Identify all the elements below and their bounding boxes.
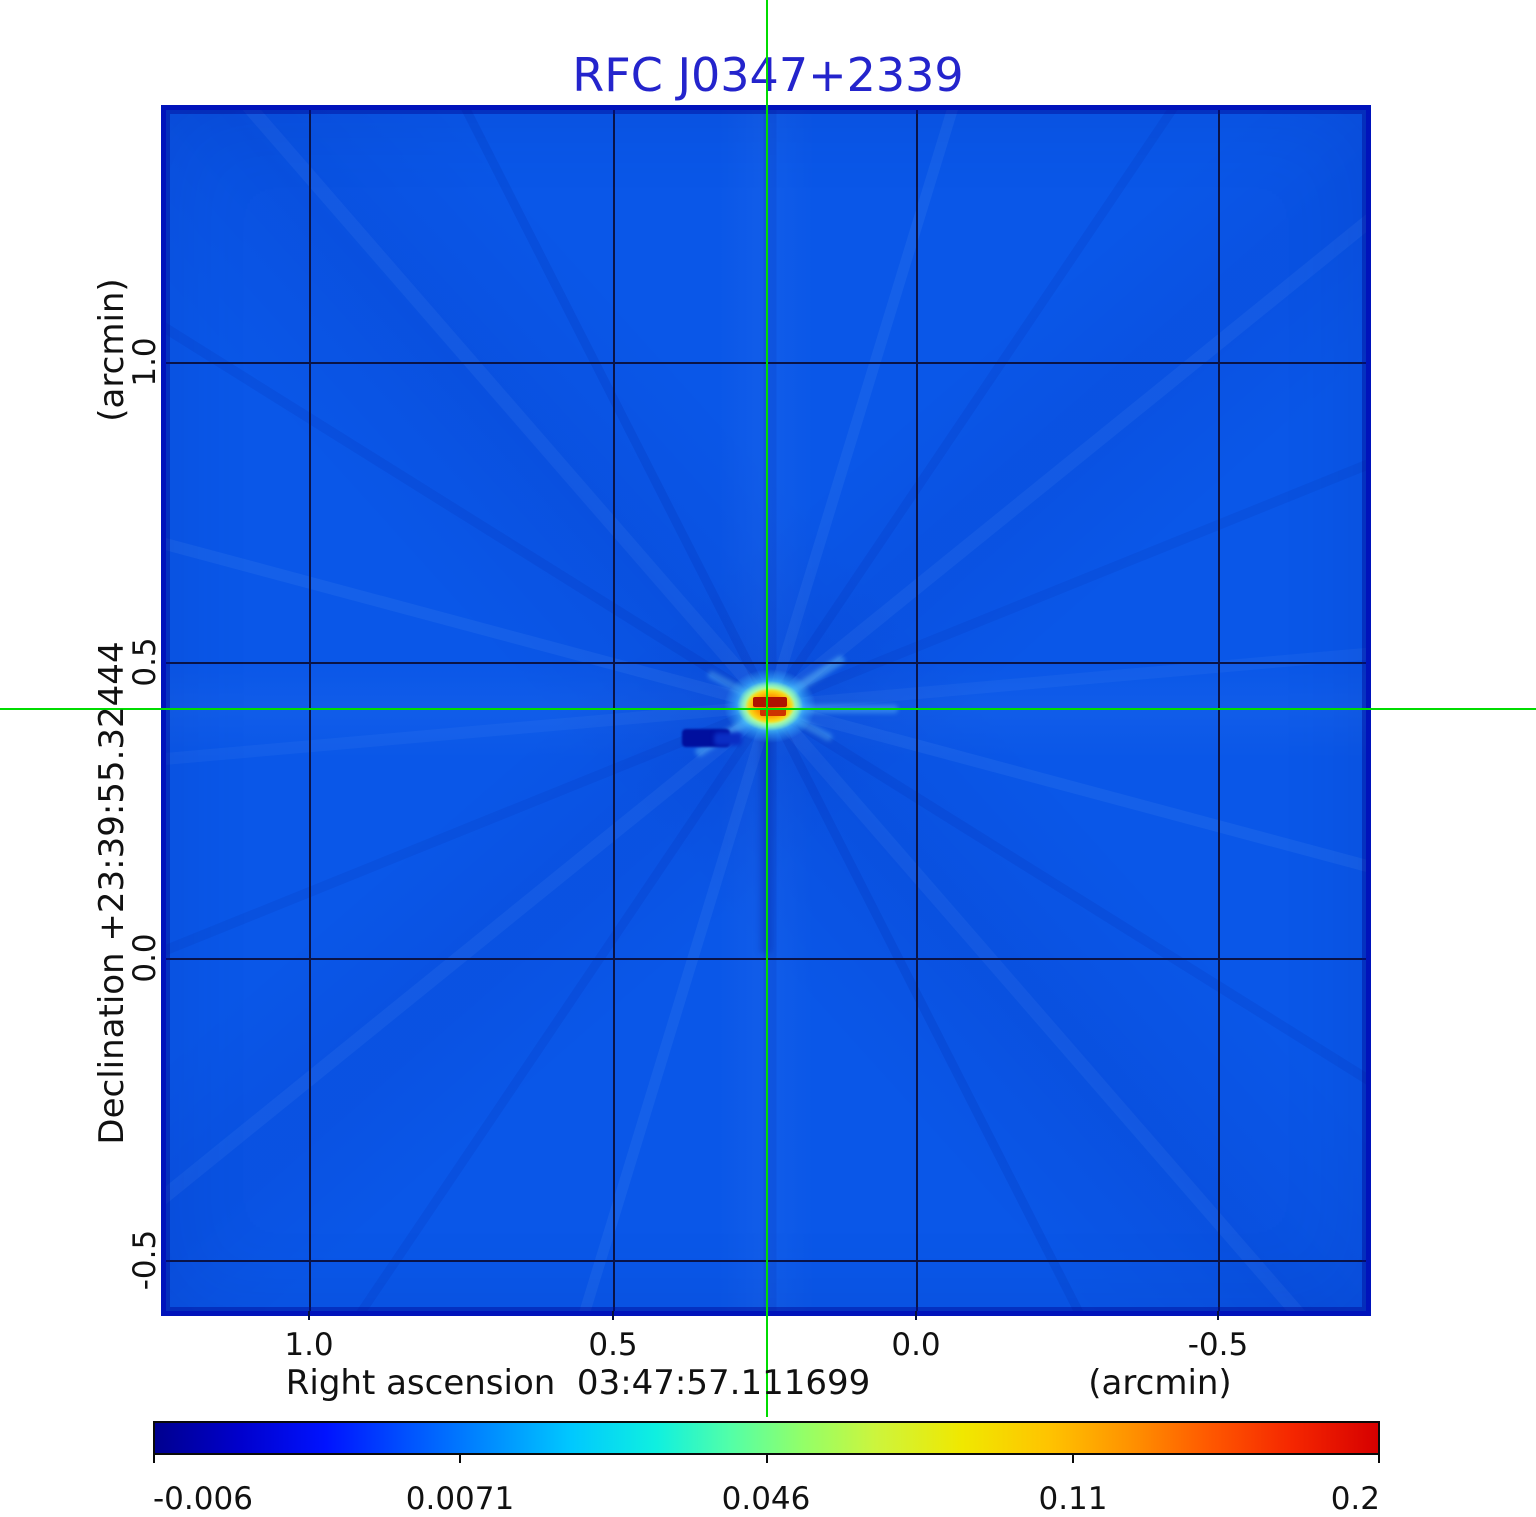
colorbar	[153, 1421, 1380, 1455]
y-tick-label: 0.0	[127, 933, 163, 983]
x-tick-label: 0.0	[891, 1327, 941, 1363]
y-axis-title: Declination +23:39:55.32444	[92, 641, 132, 1145]
x-axis-unit-label: (arcmin)	[1088, 1363, 1232, 1403]
grid-line-vertical	[613, 110, 615, 1311]
colorbar-tick-label: 0.2	[1330, 1481, 1380, 1517]
x-tick-label: 1.0	[284, 1327, 334, 1363]
grid-line-vertical	[309, 110, 311, 1311]
x-axis-title: Right ascension 03:47:57.111699	[285, 1363, 871, 1403]
colorbar-tick-mark	[1072, 1455, 1074, 1463]
x-tick-mark	[308, 1311, 310, 1320]
x-tick-mark	[915, 1311, 917, 1320]
x-tick-label: 0.5	[588, 1327, 638, 1363]
source-peak-pixels	[753, 697, 787, 707]
x-tick-label: -0.5	[1187, 1327, 1249, 1363]
grid-line-vertical	[916, 110, 918, 1311]
source-peak-pixels	[760, 708, 786, 716]
colorbar-tick-mark	[153, 1455, 155, 1463]
colorbar-tick-mark	[766, 1455, 768, 1463]
y-axis-unit-label: (arcmin)	[92, 278, 132, 422]
x-tick-mark	[1217, 1311, 1219, 1320]
plot-title: RFC J0347+2339	[572, 48, 964, 102]
x-tick-mark	[612, 1311, 614, 1320]
crosshair-horizontal-line	[0, 708, 1536, 710]
y-tick-label: 1.0	[127, 337, 163, 387]
colorbar-tick-mark	[1378, 1455, 1380, 1463]
colorbar-tick-label: 0.11	[1038, 1481, 1108, 1517]
grid-line-vertical	[1218, 110, 1220, 1311]
y-tick-label: 0.5	[127, 637, 163, 687]
colorbar-tick-label: 0.0071	[405, 1481, 515, 1517]
colorbar-tick-label: -0.006	[153, 1481, 253, 1517]
colorbar-tick-mark	[459, 1455, 461, 1463]
y-tick-label: -0.5	[127, 1229, 163, 1291]
colorbar-tick-label: 0.046	[721, 1481, 811, 1517]
